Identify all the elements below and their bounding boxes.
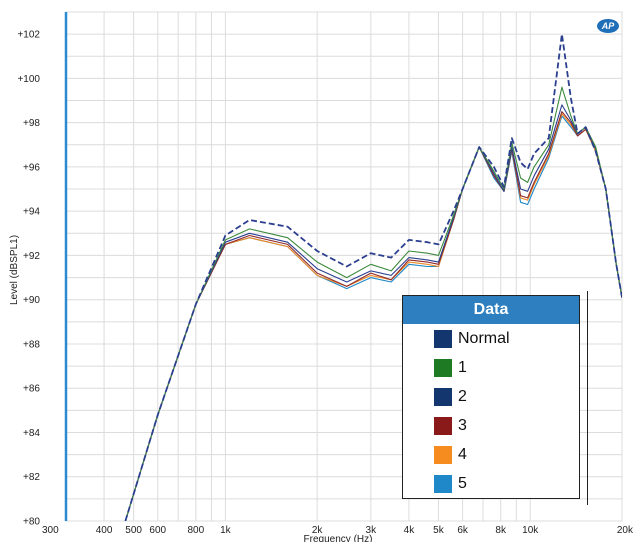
y-tick-label: +82: [23, 472, 40, 483]
x-tick-label: 4k: [404, 525, 416, 536]
x-tick-label: 3k: [366, 525, 378, 536]
legend-label: 2: [458, 387, 467, 405]
y-tick-label: +88: [23, 339, 40, 350]
legend-item: 5: [403, 469, 579, 498]
legend-item: 4: [403, 440, 579, 469]
y-tick-label: +86: [23, 384, 40, 395]
x-tick-label: 6k: [457, 525, 469, 536]
legend-label: 3: [458, 416, 467, 434]
legend-swatch: [434, 358, 452, 377]
series-layer: [124, 33, 622, 521]
legend-divider: [587, 291, 588, 505]
legend-swatch: [434, 329, 452, 348]
legend-swatch: [434, 387, 452, 406]
x-tick-label: 800: [188, 525, 205, 536]
y-tick-label: +96: [23, 162, 40, 173]
x-tick-label: 600: [149, 525, 166, 536]
x-tick-label: 1k: [220, 525, 232, 536]
y-tick-label: +80: [23, 517, 40, 528]
x-tick-label: 20k: [617, 525, 634, 536]
y-tick-label: +98: [23, 118, 40, 129]
legend-swatch: [434, 416, 452, 435]
x-tick-label: 300: [42, 525, 59, 536]
y-tick-label: +90: [23, 295, 40, 306]
y-tick-label: +84: [23, 428, 40, 439]
legend-label: 1: [458, 358, 467, 376]
legend: Data Normal 1 2 3 4 5: [402, 295, 580, 499]
x-tick-label: 500: [125, 525, 142, 536]
y-tick-label: +94: [23, 207, 40, 218]
x-tick-label: 5k: [433, 525, 445, 536]
legend-title: Data: [403, 296, 579, 324]
x-tick-label: 400: [96, 525, 113, 536]
x-tick-label: 2k: [312, 525, 324, 536]
y-tick-label: +92: [23, 251, 40, 262]
y-axis-label: Level (dBSPL1): [9, 235, 20, 305]
legend-item: Normal: [403, 324, 579, 353]
legend-items: Normal 1 2 3 4 5: [403, 324, 579, 498]
x-tick-label: 10k: [522, 525, 539, 536]
legend-label: 4: [458, 445, 467, 463]
x-tick-label: 8k: [495, 525, 507, 536]
tick-labels: +80 +82 +84 +86 +88 +90 +92 +94 +96 +98 +100 +102 30…: [17, 30, 634, 536]
legend-label: 5: [458, 474, 467, 492]
legend-item: 1: [403, 353, 579, 382]
legend-swatch: [434, 445, 452, 464]
series-line-normal: [124, 33, 622, 521]
x-axis-label: Frequency (Hz): [304, 534, 373, 542]
legend-item: 2: [403, 382, 579, 411]
y-tick-label: +102: [17, 30, 40, 41]
legend-item: 3: [403, 411, 579, 440]
ap-logo: AP: [597, 19, 619, 33]
y-tick-label: +100: [17, 74, 40, 85]
legend-swatch: [434, 474, 452, 493]
legend-label: Normal: [458, 329, 510, 347]
